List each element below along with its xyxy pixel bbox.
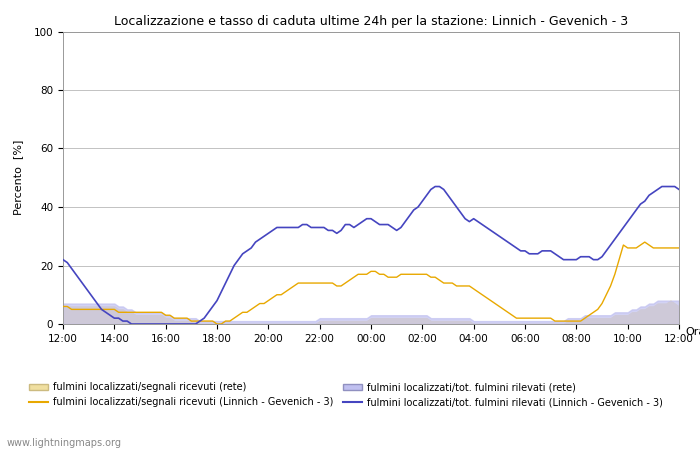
Y-axis label: Percento  [%]: Percento [%] bbox=[13, 140, 23, 216]
Legend: fulmini localizzati/segnali ricevuti (rete), fulmini localizzati/segnali ricevut: fulmini localizzati/segnali ricevuti (re… bbox=[25, 378, 667, 411]
Text: Orario: Orario bbox=[685, 327, 700, 337]
Title: Localizzazione e tasso di caduta ultime 24h per la stazione: Linnich - Gevenich : Localizzazione e tasso di caduta ultime … bbox=[114, 14, 628, 27]
Text: www.lightningmaps.org: www.lightningmaps.org bbox=[7, 438, 122, 448]
